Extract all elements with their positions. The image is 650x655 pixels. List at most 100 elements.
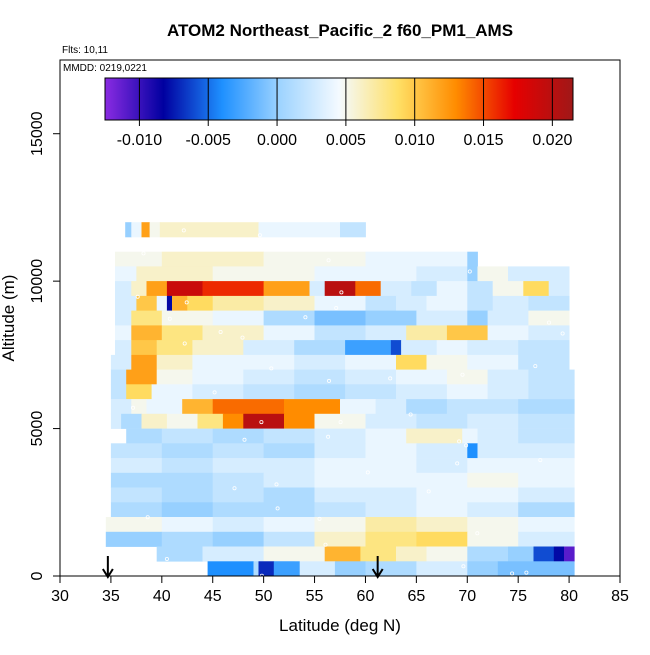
heatmap-cell <box>345 369 397 385</box>
heatmap-cells <box>105 222 575 576</box>
heatmap-cell <box>518 428 575 444</box>
heatmap-cell <box>263 546 326 562</box>
heatmap-cell <box>131 354 158 370</box>
heatmap-cell <box>477 443 519 459</box>
heatmap-cell <box>212 428 264 444</box>
sample-marker <box>259 420 264 425</box>
x-axis-label: Latitude (deg N) <box>279 616 401 635</box>
heatmap-cell <box>314 295 366 311</box>
heatmap-cell <box>243 384 295 400</box>
heatmap-cell <box>126 428 163 444</box>
heatmap-cell <box>528 295 570 311</box>
heatmap-cell <box>416 561 468 576</box>
sample-marker <box>426 489 431 494</box>
heatmap-cell <box>518 458 575 474</box>
heatmap-cell <box>375 399 407 415</box>
heatmap-cell <box>212 399 285 415</box>
heatmap-cell <box>161 428 214 444</box>
heatmap-cell <box>518 399 575 415</box>
colorbar-gradient <box>104 77 574 121</box>
heatmap-cell <box>202 546 264 562</box>
sample-marker <box>135 294 140 299</box>
heatmap-cell <box>548 281 570 297</box>
heatmap-cell <box>355 281 382 297</box>
heatmap-cell <box>324 546 361 562</box>
y-tick-label: 0 <box>29 571 46 580</box>
heatmap-cell <box>314 310 366 326</box>
sample-marker <box>547 320 552 325</box>
heatmap-cell <box>207 561 254 576</box>
sample-marker <box>317 516 322 521</box>
heatmap-cell <box>192 384 244 400</box>
heatmap-cell <box>426 295 468 311</box>
heatmap-cell <box>528 310 570 326</box>
x-tick-label: 60 <box>357 588 375 605</box>
heatmap-cell <box>263 295 315 311</box>
colorbar: -0.010 -0.005 0.000 0.005 0.010 0.015 0.020 <box>104 77 574 149</box>
dates-label: MMDD: 0219,0221 <box>63 63 147 74</box>
heatmap-cell <box>212 310 264 326</box>
y-tick-label: 10000 <box>29 259 46 304</box>
heatmap-cell <box>166 413 198 429</box>
sample-marker <box>326 434 331 439</box>
sample-marker <box>533 364 538 369</box>
heatmap-cell <box>161 472 214 488</box>
heatmap-cell <box>467 531 519 547</box>
heatmap-cell <box>477 266 509 282</box>
heatmap-cell <box>416 487 468 503</box>
colorbar-tick-label: 0.020 <box>532 132 572 149</box>
heatmap-cell <box>161 517 214 533</box>
heatmap-cell <box>518 517 575 533</box>
flight-arrows <box>102 556 384 579</box>
heatmap-cell <box>115 325 132 341</box>
x-axis: 30 35 40 45 50 55 60 65 70 75 80 85 <box>51 576 629 605</box>
heatmap-cell <box>172 295 188 311</box>
heatmap-cell <box>156 340 193 356</box>
sample-marker <box>323 542 328 547</box>
heatmap-cell <box>243 413 285 429</box>
heatmap-cell <box>518 354 570 370</box>
heatmap-cell <box>187 295 214 311</box>
heatmap-cell <box>467 251 478 267</box>
heatmap-cell <box>110 384 127 400</box>
heatmap-cell <box>416 531 468 547</box>
heatmap-cell <box>110 443 163 459</box>
heatmap-cell <box>263 281 310 297</box>
x-tick-label: 35 <box>102 588 120 605</box>
heatmap-cell <box>467 517 519 533</box>
heatmap-cell <box>365 325 407 341</box>
heatmap-cell <box>110 369 127 385</box>
heatmap-cell <box>212 458 264 474</box>
sample-marker <box>455 461 460 466</box>
x-tick-label: 45 <box>204 588 222 605</box>
heatmap-cell <box>467 281 494 297</box>
chart-title: ATOM2 Northeast_Pacific_2 f60_PM1_AMS <box>167 21 513 40</box>
heatmap-cell <box>161 310 214 326</box>
heatmap-cell <box>115 251 163 267</box>
heatmap-cell <box>416 517 468 533</box>
heatmap-cell <box>416 413 468 429</box>
heatmap-cell <box>192 340 244 356</box>
heatmap-cell <box>467 413 519 429</box>
colorbar-tick-label: 0.000 <box>257 132 297 149</box>
heatmap-cell <box>182 399 214 415</box>
heatmap-cell <box>110 399 132 415</box>
heatmap-cell <box>141 222 150 238</box>
sample-marker <box>232 486 237 491</box>
sample-marker <box>388 376 393 381</box>
heatmap-cell <box>518 487 575 503</box>
plot-frame <box>59 59 621 577</box>
heatmap-cell <box>161 251 264 267</box>
x-tick-label: 80 <box>560 588 578 605</box>
y-axis-label: Altitude (m) <box>0 275 18 362</box>
heatmap-cell <box>161 325 203 341</box>
heatmap-cell <box>467 310 489 326</box>
heatmap-cell <box>467 472 519 488</box>
sample-marker <box>538 458 543 463</box>
heatmap-cell <box>294 384 346 400</box>
x-tick-label: 70 <box>458 588 476 605</box>
sample-marker <box>326 258 331 263</box>
heatmap-cell <box>105 517 163 533</box>
